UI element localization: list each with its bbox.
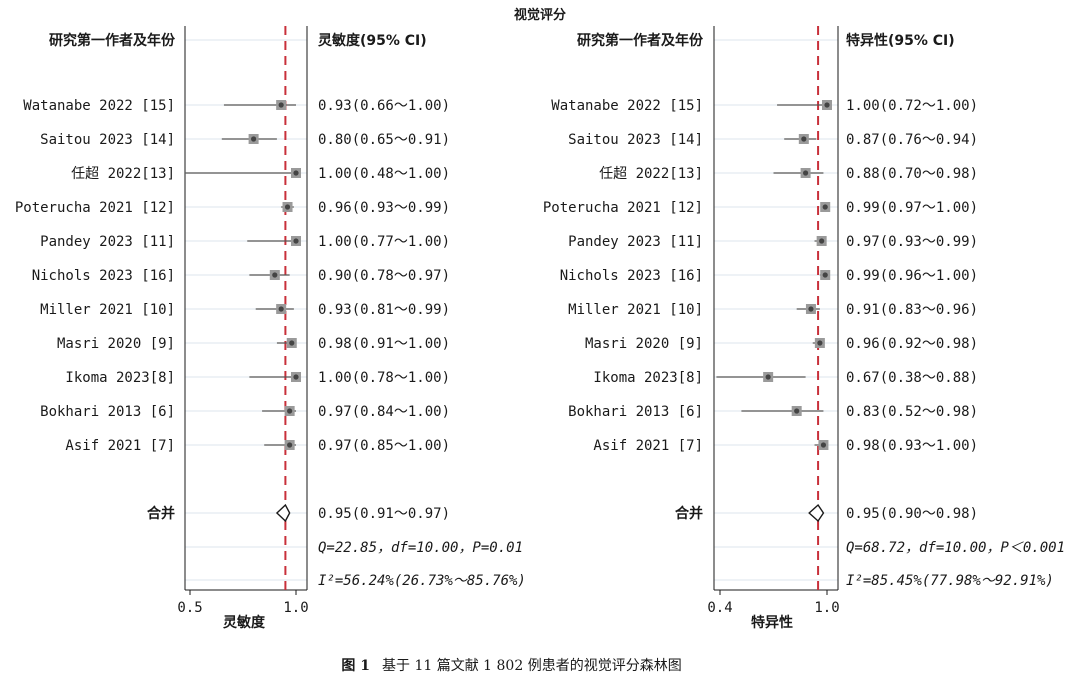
x-axis-label: 灵敏度 [223,614,266,631]
study-point [284,204,291,210]
study-label: Bokhari 2013 [6] [40,404,175,420]
study-point [803,170,809,176]
specificity-panel: 0.4 1.0 特异性 研究第一作者及年份 特异性(95% CI) Watanabe 20… [543,26,1065,631]
study-point [278,306,284,312]
pooled-estimate-text: 0.95(0.91～0.97) [318,506,450,522]
figure-title: 视觉评分 [514,7,566,23]
study-point [251,136,257,142]
study-point [293,238,299,244]
pooled-estimate-text: 0.95(0.90～0.98) [846,506,978,522]
x-tick-label: 1.0 [814,600,839,616]
study-label: Masri 2020 [9] [585,336,703,352]
study-label: 任超 2022[13] [71,166,175,182]
study-label: 任超 2022[13] [599,166,703,182]
study-point [822,204,828,210]
study-point [287,408,293,414]
study-label: Saitou 2023 [14] [40,132,175,148]
study-estimate-text: 0.87(0.76～0.94) [846,132,978,148]
study-estimate-text: 0.97(0.93～0.99) [846,234,978,250]
study-estimate-text: 1.00(0.72～1.00) [846,98,978,114]
study-estimate-text: 0.91(0.83～0.96) [846,302,978,318]
study-label: Miller 2021 [10] [568,302,703,318]
pooled-label: 合并 [675,505,703,522]
study-estimate-text: 0.67(0.38～0.88) [846,370,978,386]
study-point [272,272,278,278]
x-axis-label: 特异性 [751,614,793,631]
study-estimate-text: 0.88(0.70～0.98) [846,166,978,182]
study-estimate-text: 0.99(0.97～1.00) [846,200,978,216]
heterogeneity-q-text: Q=68.72，df=10.00，P＜0.001 [846,540,1065,556]
figure-caption-label: 图 1 [341,658,370,674]
study-point [801,136,807,142]
study-point [820,442,827,448]
figure-caption-text: 基于 11 篇文献 1 802 例患者的视觉评分森林图 [382,657,682,674]
x-tick-label: 0.5 [177,600,202,616]
study-label: Watanabe 2022 [15] [551,98,703,114]
study-estimate-text: 0.96(0.93～0.99) [318,200,450,216]
study-label: Poterucha 2021 [12] [543,200,703,216]
study-estimate-text: 0.97(0.84～1.00) [318,404,450,420]
study-label: Nichols 2023 [16] [32,268,175,284]
study-label: Nichols 2023 [16] [560,268,703,284]
study-label: Ikoma 2023[8] [593,370,703,386]
study-point [824,102,830,108]
study-label: Asif 2021 [7] [65,438,175,454]
study-label: Miller 2021 [10] [40,302,175,318]
pooled-diamond [275,503,291,523]
study-point [293,374,299,380]
study-point [817,340,823,346]
study-point [278,102,284,108]
study-estimate-text: 0.80(0.65～0.91) [318,132,450,148]
study-estimate-text: 0.90(0.78～0.97) [318,268,450,284]
study-label: Pandey 2023 [11] [40,234,175,250]
pooled-label: 合并 [147,505,175,522]
value-column-header: 特异性(95% CI) [846,32,955,49]
study-point [822,272,828,278]
heterogeneity-i2-text: I²=56.24%(26.73%～85.76%) [318,573,526,589]
study-estimate-text: 1.00(0.77～1.00) [318,234,450,250]
study-point [287,442,293,448]
study-estimate-text: 0.93(0.66～1.00) [318,98,450,114]
study-label: Poterucha 2021 [12] [15,200,175,216]
study-label: Ikoma 2023[8] [65,370,175,386]
study-estimate-text: 1.00(0.48～1.00) [318,166,450,182]
study-estimate-text: 1.00(0.78～1.00) [318,370,450,386]
study-point [808,306,814,312]
study-estimate-text: 0.99(0.96～1.00) [846,268,978,284]
study-estimate-text: 0.97(0.85～1.00) [318,438,450,454]
study-point [765,374,771,380]
pooled-diamond [808,503,825,523]
study-point [819,238,825,244]
study-estimate-text: 0.98(0.93～1.00) [846,438,978,454]
study-point [794,408,800,414]
x-tick-label: 1.0 [283,600,308,616]
study-estimate-text: 0.83(0.52～0.98) [846,404,978,420]
study-column-header: 研究第一作者及年份 [49,32,176,49]
study-point [293,170,299,176]
study-estimate-text: 0.96(0.92～0.98) [846,336,978,352]
x-tick-label: 0.4 [707,600,732,616]
study-label: Watanabe 2022 [15] [23,98,175,114]
study-column-header: 研究第一作者及年份 [577,32,704,49]
study-label: Masri 2020 [9] [57,336,175,352]
study-estimate-text: 0.98(0.91～1.00) [318,336,450,352]
study-label: Pandey 2023 [11] [568,234,703,250]
study-label: Saitou 2023 [14] [568,132,703,148]
study-point [289,340,295,346]
value-column-header: 灵敏度(95% CI) [318,32,427,49]
study-estimate-text: 0.93(0.81～0.99) [318,302,450,318]
heterogeneity-i2-text: I²=85.45%(77.98%～92.91%) [846,573,1054,589]
sensitivity-panel: 0.5 1.0 灵敏度 研究第一作者及年份 灵敏度(95% CI) Watanabe 20… [15,26,526,631]
study-label: Bokhari 2013 [6] [568,404,703,420]
study-label: Asif 2021 [7] [593,438,703,454]
heterogeneity-q-text: Q=22.85，df=10.00，P=0.01 [318,540,523,556]
